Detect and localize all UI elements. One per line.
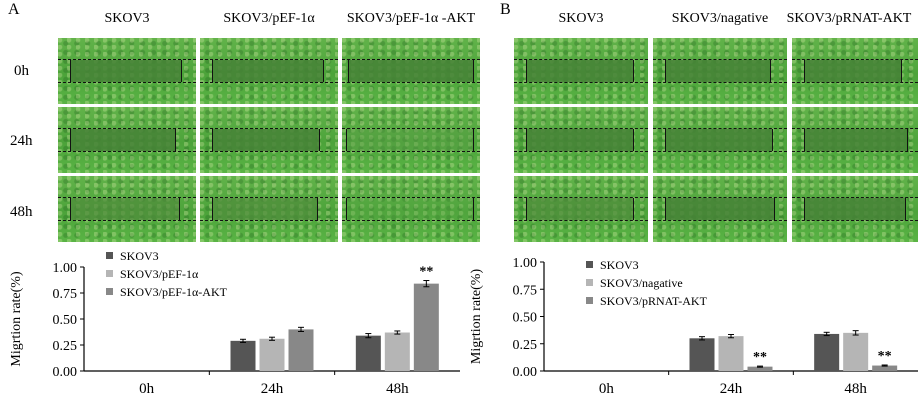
micrograph [58,176,196,242]
bar [384,332,410,371]
legend-swatch [586,261,593,268]
column-label: SKOV3 [104,11,150,26]
micrograph [58,38,196,104]
bar [814,333,840,371]
y-tick-label: 1.00 [53,261,78,276]
x-tick-label: 24h [720,381,743,397]
micrograph [342,38,480,104]
micrograph [514,38,648,104]
micrograph [514,176,648,242]
y-tick-label: 0.75 [513,283,538,298]
row-label: 24h [10,133,33,149]
micrograph [653,38,787,104]
bar [689,338,715,371]
legend-label: SKOV3/pRNAT-AKT [600,294,708,308]
column-label: SKOV3/pRNAT-AKT [786,11,912,26]
bar-chart: 0.00 0.25 0.50 0.75 1.00 Migrtion rate(%) 0h 24… [9,250,460,397]
micrograph [792,107,918,173]
legend-label: SKOV3 [600,258,639,272]
micrograph [58,107,196,173]
micrograph [653,107,787,173]
legend-label: SKOV3/nagative [600,276,683,290]
significance-label: ** [419,265,433,280]
legend-label: SKOV3/pEF-1α [120,267,199,281]
legend-label: SKOV3 [120,250,159,263]
column-label: SKOV3/nagative [671,11,769,26]
column-label: SKOV3 [558,11,604,26]
significance-label: ** [753,350,767,365]
bar [259,338,285,371]
micrograph [653,176,787,242]
x-tick-label: 24h [261,381,284,397]
panel-a: A SKOV3 SKOV3/pEF-1α SKOV3/pEF-1α -AKT 0… [8,1,480,397]
bar [747,366,773,371]
legend-swatch [586,297,593,304]
x-tick-label: 0h [139,381,155,397]
legend-label: SKOV3/pEF-1α-AKT [120,285,228,299]
bar [355,335,381,371]
x-tick-label: 48h [844,381,867,397]
bar [230,340,256,371]
micrograph [792,176,918,242]
micrograph [200,38,338,104]
legend-swatch [106,270,113,277]
legend-swatch [106,252,113,259]
bar [288,329,314,371]
x-tick-label: 48h [386,381,409,397]
y-axis-label: Migrtion rate(%) [469,269,484,365]
column-label: SKOV3/pEF-1α -AKT [346,11,476,26]
y-tick-label: 0.50 [513,311,538,326]
y-tick-label: 0.50 [53,313,78,328]
y-tick-label: 0.25 [53,339,78,354]
significance-label: ** [878,349,892,364]
micrograph [200,107,338,173]
micrograph [792,38,918,104]
y-tick-label: 0.75 [53,287,78,302]
y-tick-label: 0.00 [53,365,78,380]
micrograph [200,176,338,242]
bar [872,365,898,371]
y-tick-label: 0.00 [513,365,538,380]
row-label: 48h [10,204,33,220]
micrograph [342,176,480,242]
panel-letter: B [500,1,511,18]
legend-swatch [106,288,113,295]
bar [718,336,744,371]
y-axis-label: Migrtion rate(%) [9,271,24,367]
bar [843,332,869,371]
column-label: SKOV3/pEF-1α [223,11,315,26]
bar [413,283,439,371]
micrograph [514,107,648,173]
panel-b: B SKOV3 SKOV3/nagative SKOV3/pRNAT-AKT 0… [460,0,920,410]
bar-chart: 0.00 0.25 0.50 0.75 1.00 Migrtion rate(%) 0h 24… [469,256,918,397]
panel-letter: A [8,1,20,18]
legend-swatch [586,279,593,286]
y-tick-label: 1.00 [513,256,538,271]
y-tick-label: 0.25 [513,338,538,353]
micrograph [342,107,480,173]
x-tick-label: 0h [599,381,615,397]
row-label: 0h [14,63,29,79]
